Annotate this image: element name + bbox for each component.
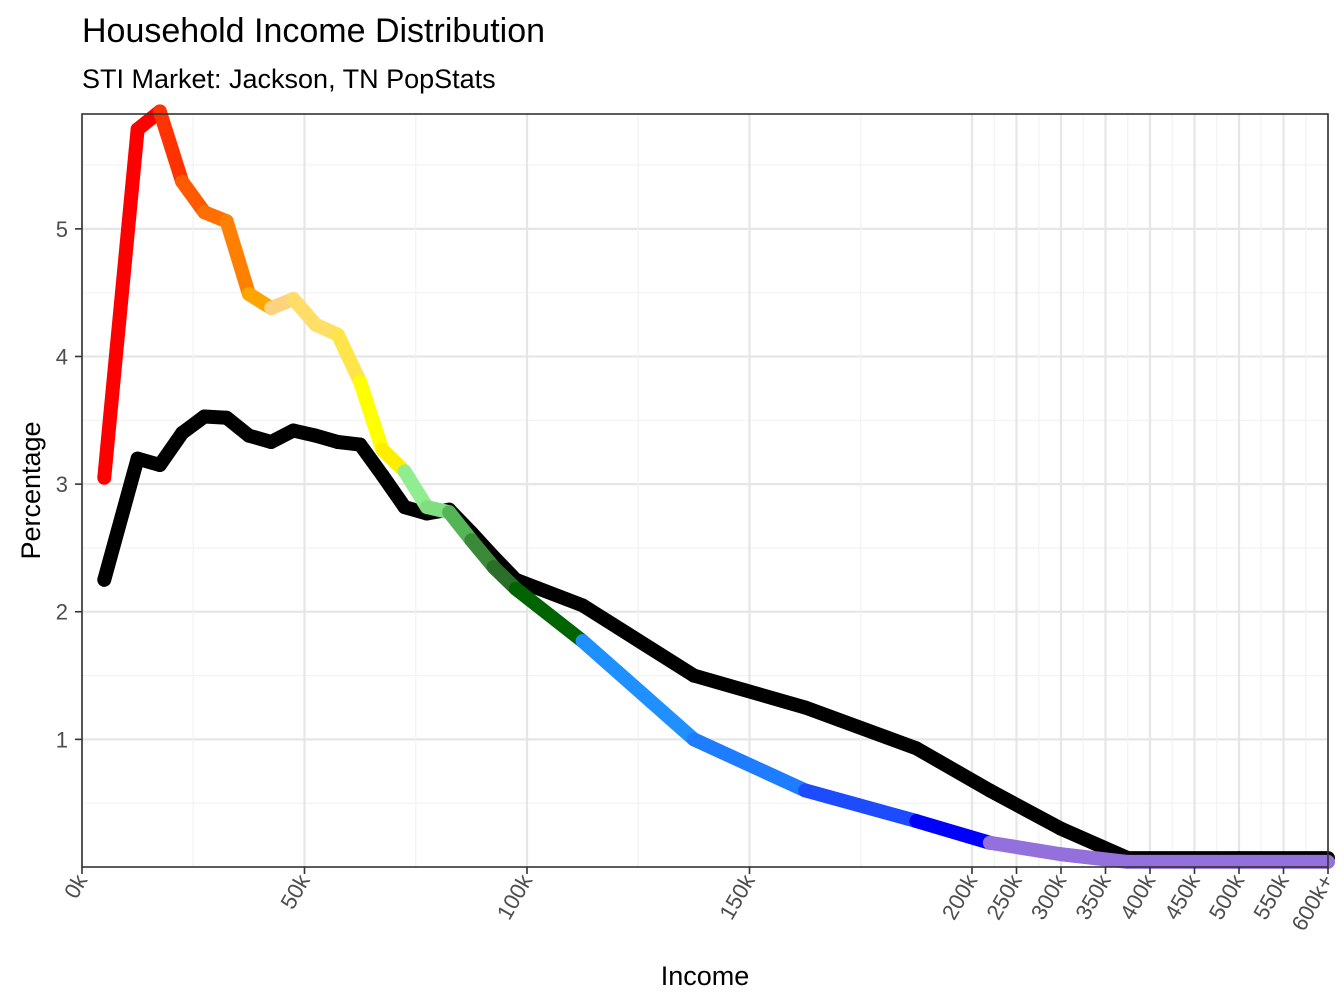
- x-tick-label: 350k: [1070, 869, 1116, 924]
- series-line-1: [97, 104, 1335, 869]
- series-layer: [97, 104, 1335, 869]
- series-segment: [909, 814, 997, 850]
- y-axis: 1 2 3 4 5: [56, 217, 82, 752]
- series-segment: [219, 214, 256, 301]
- series-segment: [508, 572, 590, 613]
- series-segment: [97, 122, 145, 485]
- series-segment: [152, 104, 190, 189]
- x-tick-label: 300k: [1026, 869, 1072, 924]
- series-segment: [982, 783, 1068, 836]
- y-axis-title: Percentage: [16, 421, 46, 559]
- series-segment: [686, 732, 813, 798]
- series-segment: [1054, 847, 1135, 869]
- chart-subtitle: STI Market: Jackson, TN PopStats: [82, 64, 496, 94]
- series-segment: [353, 375, 390, 457]
- panel-border: [81, 113, 1329, 868]
- x-tick-label: 200k: [937, 869, 983, 924]
- y-tick-label: 3: [56, 472, 68, 497]
- x-tick-label: 50k: [275, 869, 315, 913]
- y-tick-label: 1: [56, 727, 68, 752]
- y-tick-label: 4: [56, 344, 68, 369]
- series-line-0: [97, 409, 1335, 866]
- series-segment: [798, 700, 924, 756]
- x-tick-label: 150k: [714, 869, 760, 924]
- series-segment: [575, 634, 701, 747]
- series-segment: [397, 464, 434, 515]
- x-axis-title: Income: [661, 961, 750, 991]
- series-segment: [508, 581, 590, 649]
- series-segment: [330, 327, 368, 390]
- x-axis: 0k 50k 100k 150k 200k250k300k350k400k450k500…: [59, 867, 1338, 935]
- series-segment: [575, 598, 701, 683]
- series-segment: [1054, 821, 1135, 866]
- y-tick-label: 2: [56, 600, 68, 625]
- x-tick-label: 500k: [1204, 869, 1250, 924]
- series-segment: [798, 783, 924, 829]
- x-tick-label: 0k: [59, 869, 93, 902]
- series-segment: [686, 668, 813, 715]
- x-tick-label: 450k: [1159, 869, 1205, 924]
- x-tick-label: 550k: [1248, 869, 1294, 924]
- series-segment: [909, 741, 997, 798]
- series-segment: [982, 835, 1068, 862]
- x-tick-label: 600k+: [1286, 870, 1338, 935]
- series-segment: [97, 451, 145, 587]
- grid-lines: [80, 114, 1330, 867]
- y-tick-label: 5: [56, 217, 68, 242]
- x-tick-label: 400k: [1115, 869, 1161, 924]
- x-tick-label: 250k: [981, 869, 1027, 924]
- chart-title: Household Income Distribution: [82, 12, 546, 50]
- x-tick-label: 100k: [492, 869, 538, 924]
